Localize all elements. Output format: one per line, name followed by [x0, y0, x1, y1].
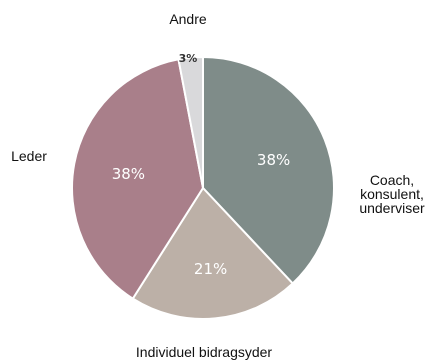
- slice-individuel-value-label: 21%: [194, 260, 227, 278]
- slice-andre: [177, 55, 204, 189]
- slice-coach-value-label: 38%: [257, 151, 290, 169]
- slice-coach-category-label: Coach, konsulent, underviser: [359, 172, 425, 216]
- pie-labels: 38% Coach, konsulent, underviser 21% Individu…: [11, 11, 425, 360]
- pie-slices: [71, 55, 335, 320]
- slice-leder-value-label: 38%: [112, 165, 145, 183]
- slice-individuel-category-label: Individuel bidragsyder: [136, 344, 273, 360]
- slice-individuel: [131, 186, 295, 320]
- slice-leder-category-label: Leder: [11, 148, 47, 164]
- slice-leder: [71, 58, 205, 300]
- slice-andre-category-label: Andre: [169, 11, 207, 27]
- slice-andre-value-label: 3%: [179, 52, 198, 65]
- slice-coach: [202, 55, 335, 285]
